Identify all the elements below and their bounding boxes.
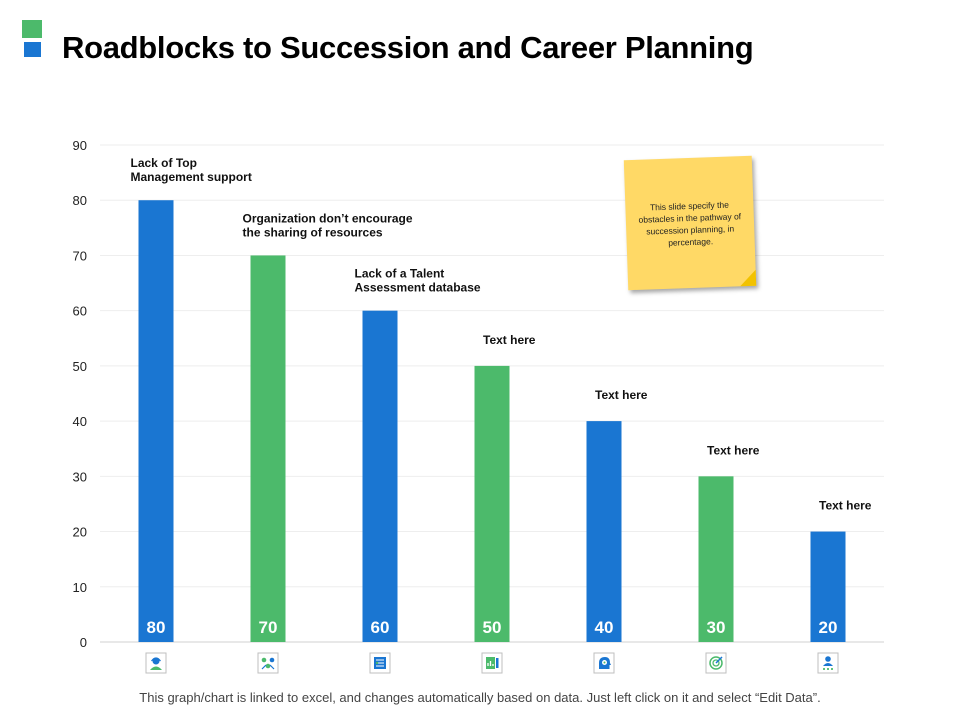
logo-square-blue (24, 42, 41, 57)
data-label: 80 (147, 618, 166, 637)
sticky-note-fold (739, 269, 757, 287)
category-label: Organization don’t encourage the sharing … (243, 211, 413, 239)
y-tick-label: 0 (80, 635, 87, 650)
y-tick-label: 30 (73, 469, 87, 484)
data-label: 50 (483, 618, 502, 637)
icon-pen (496, 658, 499, 668)
bar[interactable] (586, 421, 622, 642)
data-label: 20 (819, 618, 838, 637)
bar[interactable] (810, 531, 846, 642)
icon-ring (709, 656, 723, 670)
y-tick-label: 50 (73, 359, 87, 374)
icon-person (265, 663, 271, 669)
bar[interactable] (698, 476, 734, 642)
target-icon (705, 652, 727, 674)
y-tick-label: 40 (73, 414, 87, 429)
bar[interactable] (250, 255, 286, 642)
database-icon (369, 652, 391, 674)
team-arrows-icon (257, 652, 279, 674)
head-gear-icon (593, 652, 615, 674)
person-headset-icon (145, 652, 167, 674)
category-label: Lack of a Talent Assessment database (355, 267, 481, 295)
bar[interactable] (138, 200, 174, 642)
data-label: 60 (371, 618, 390, 637)
icon-gear-center (603, 661, 606, 664)
page-title: Roadblocks to Succession and Career Plan… (62, 30, 754, 65)
y-tick-label: 60 (73, 304, 87, 319)
icon-ring (712, 659, 720, 667)
icon-dot (375, 661, 379, 665)
icon-person (261, 657, 267, 663)
icon-head (152, 657, 160, 665)
category-label: Lack of Top Management support (131, 156, 252, 184)
footer-note: This graph/chart is linked to excel, and… (139, 690, 821, 705)
icon-frame (257, 652, 279, 674)
category-label: Text here (819, 499, 872, 513)
person-stars-icon (817, 652, 839, 674)
data-label: 30 (707, 618, 726, 637)
icon-body (150, 666, 162, 670)
bar[interactable] (362, 310, 398, 642)
category-label: Text here (707, 443, 760, 457)
y-tick-label: 10 (73, 580, 87, 595)
y-tick-label: 70 (73, 248, 87, 263)
y-tick-label: 90 (73, 138, 87, 153)
icon-body (823, 663, 833, 666)
category-label: Text here (595, 388, 648, 402)
icon-bars (487, 661, 494, 666)
sticky-note-text: This slide specify the obstacles in the … (638, 199, 742, 248)
icon-head (825, 656, 831, 662)
bar[interactable] (474, 365, 510, 642)
data-label: 70 (259, 618, 278, 637)
y-tick-label: 20 (73, 525, 87, 540)
y-tick-label: 80 (73, 193, 87, 208)
icon-arrows (261, 664, 275, 670)
icon-person (269, 657, 275, 663)
logo-square-green (22, 20, 42, 38)
category-label: Text here (483, 333, 536, 347)
icon-headset (151, 657, 161, 662)
icon-arrow (715, 656, 723, 664)
sticky-note: This slide specify the obstacles in the … (623, 155, 757, 291)
chart-document-icon (481, 652, 503, 674)
data-label: 40 (595, 618, 614, 637)
